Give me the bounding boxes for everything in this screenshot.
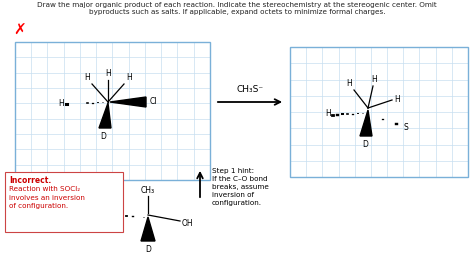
Text: D: D: [362, 140, 368, 149]
Text: H: H: [58, 99, 64, 108]
Text: H: H: [346, 79, 352, 88]
Text: H: H: [105, 69, 111, 78]
Polygon shape: [141, 217, 155, 241]
Text: D: D: [145, 245, 151, 254]
Text: S: S: [404, 123, 409, 132]
Text: H: H: [102, 211, 108, 220]
Text: ✗: ✗: [13, 23, 26, 38]
Text: CH₃S⁻: CH₃S⁻: [237, 85, 264, 94]
Text: OH: OH: [182, 218, 193, 227]
Text: H: H: [371, 75, 377, 84]
Text: Cl: Cl: [150, 97, 157, 106]
Text: Incorrect.: Incorrect.: [9, 176, 51, 185]
FancyBboxPatch shape: [5, 172, 123, 232]
Text: Reaction with SOCl₂
involves an inversion
of configuration.: Reaction with SOCl₂ involves an inversio…: [9, 186, 85, 209]
Polygon shape: [99, 103, 111, 128]
Text: Draw the major organic product of each reaction. Indicate the stereochemistry at: Draw the major organic product of each r…: [37, 2, 437, 8]
Bar: [15, 42, 210, 180]
Text: H: H: [325, 109, 331, 118]
Polygon shape: [360, 110, 372, 136]
Text: Step 1 hint:
If the C–O bond
breaks, assume
inversion of
configuration.: Step 1 hint: If the C–O bond breaks, ass…: [212, 168, 269, 206]
Text: H: H: [84, 73, 90, 82]
Text: H: H: [126, 73, 132, 82]
Bar: [290, 47, 468, 177]
Text: CH₃: CH₃: [141, 186, 155, 195]
Text: D: D: [100, 132, 106, 141]
Text: byproducts such as salts. If applicable, expand octets to minimize formal charge: byproducts such as salts. If applicable,…: [89, 9, 385, 15]
Text: H: H: [394, 95, 400, 104]
Polygon shape: [110, 97, 146, 107]
